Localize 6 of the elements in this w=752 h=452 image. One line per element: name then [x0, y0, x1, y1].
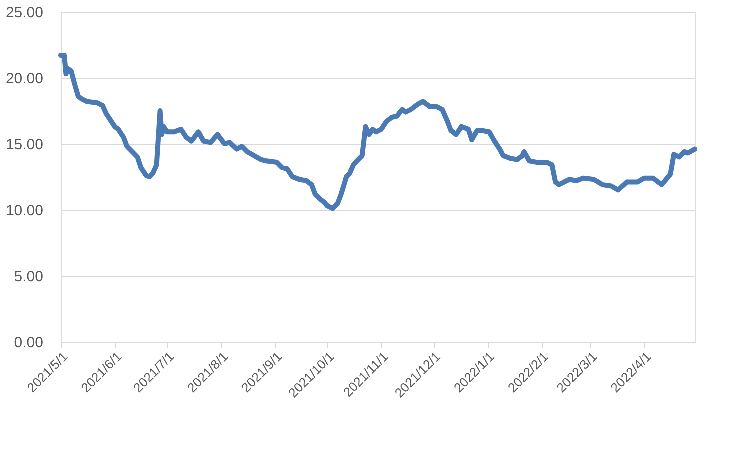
y-tick-label: 0.00: [14, 334, 44, 352]
y-tick-label: 20.00: [6, 70, 44, 88]
y-tick-label: 10.00: [6, 202, 44, 220]
y-tick-label: 25.00: [6, 4, 44, 22]
y-tick-label: 5.00: [14, 268, 44, 286]
y-tick-label: 15.00: [6, 136, 44, 154]
